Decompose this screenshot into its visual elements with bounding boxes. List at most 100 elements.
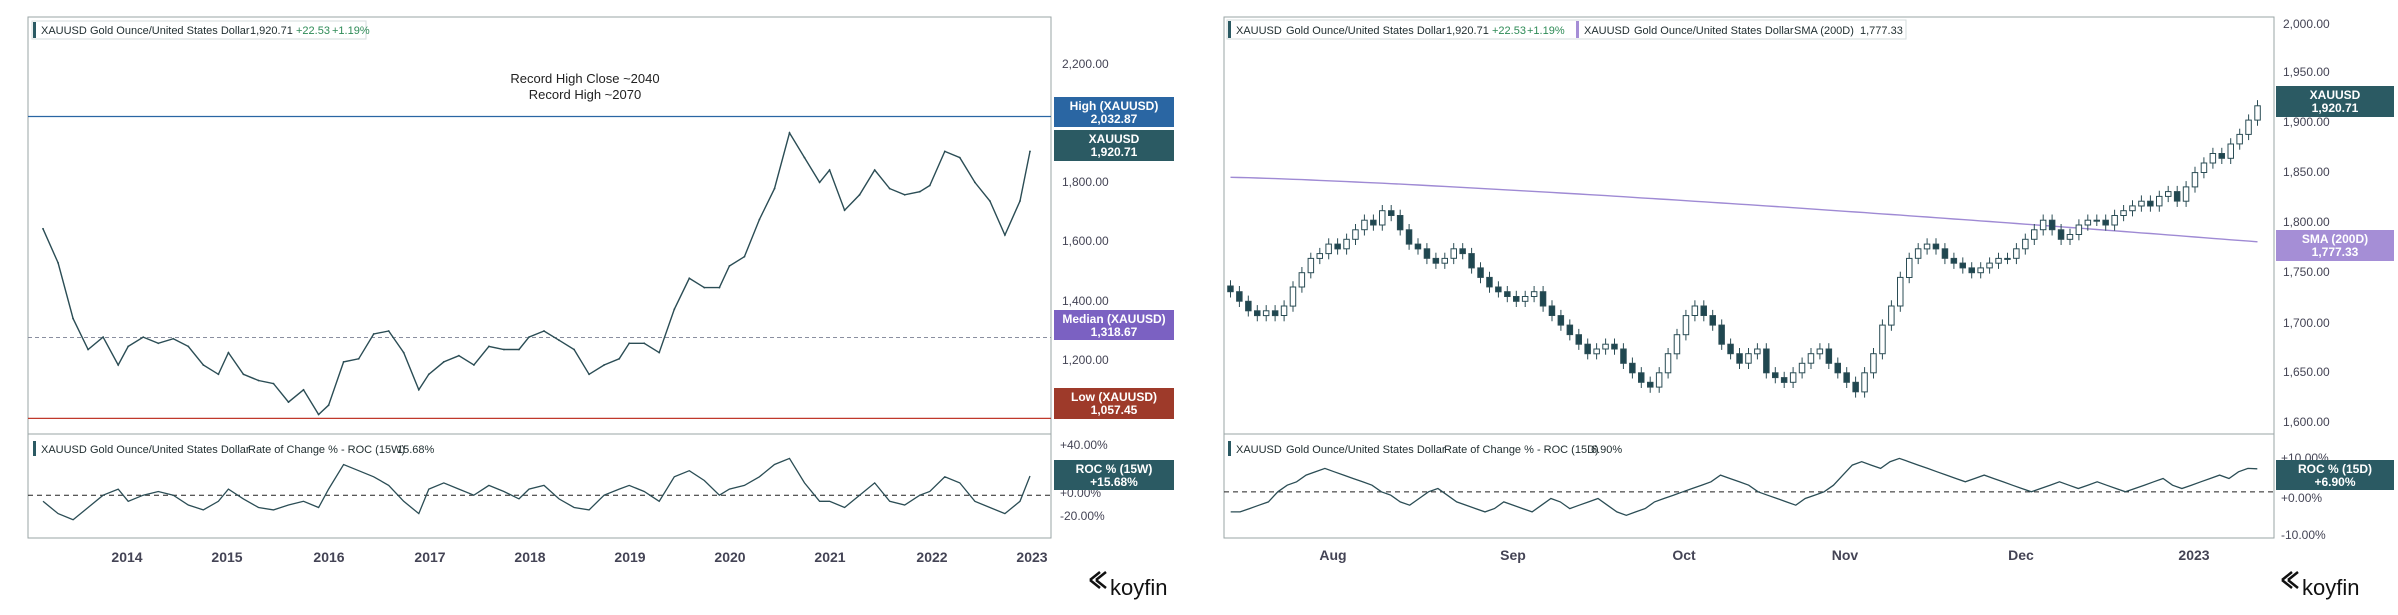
candle [2245, 119, 2252, 135]
right-legend-name: Gold Ounce/United States Dollar [1286, 25, 1446, 37]
candle [2120, 210, 2127, 216]
right-legend-symbol: XAUUSD [1236, 25, 1282, 37]
candle [1361, 219, 1368, 231]
candle [2057, 229, 2065, 240]
left-y-axis: 2,200.00 1,800.00 1,600.00 1,400.00 1,20… [1062, 57, 1109, 367]
right-xtick: Sep [1500, 547, 1526, 563]
sma-legend-value: 1,777.33 [1860, 25, 1903, 37]
candle [2227, 143, 2234, 159]
left-ytick: 1,800.00 [1062, 175, 1109, 189]
median-tag: Median (XAUUSD) 1,318.67 [1054, 310, 1174, 340]
price-point [888, 187, 891, 190]
high-tag: High (XAUUSD) 2,032.87 [1054, 97, 1174, 127]
left-roc-legend-marker [33, 441, 36, 456]
left-legend-box [31, 20, 367, 40]
left-ytick: 1,200.00 [1062, 353, 1109, 367]
price-point [958, 156, 961, 159]
price-point [503, 348, 505, 351]
left-roc-legend-box [32, 440, 437, 457]
left-roc-legend-indicator: Rate of Change % - ROC (15W) [248, 444, 405, 456]
candle [1584, 343, 1591, 355]
price-point [473, 364, 475, 366]
candle [1405, 229, 1413, 245]
right-ytick: 1,750.00 [2283, 265, 2330, 279]
candle [2084, 219, 2092, 226]
candle [2254, 105, 2261, 121]
candle [2156, 195, 2163, 207]
candle [1370, 219, 1377, 226]
left-xtick: 2023 [1016, 549, 1047, 565]
candle [1539, 291, 1547, 307]
price-point [658, 351, 661, 354]
left-roc-tick: -20.00% [1060, 509, 1105, 523]
candle [1227, 285, 1234, 293]
price-point [157, 342, 160, 345]
price-point [202, 364, 205, 366]
price-point [442, 361, 445, 363]
low-tag-label: Low (XAUUSD) [1071, 390, 1157, 404]
candle [2004, 257, 2011, 260]
candle [1271, 310, 1279, 317]
low-tag-value: 1,057.45 [1091, 403, 1138, 417]
left-last-tag-label: XAUUSD [1089, 132, 1140, 146]
left-xtick: 2016 [313, 549, 344, 565]
price-point [643, 342, 646, 345]
candle [1772, 372, 1779, 379]
left-price-legend: XAUUSD Gold Ounce/United States Dollar 1… [31, 20, 370, 40]
right-last-tag: XAUUSD 1,920.71 [2276, 86, 2394, 117]
candle [1521, 296, 1529, 302]
right-xtick: Dec [2008, 547, 2034, 563]
candle [1914, 248, 1922, 259]
price-point [828, 169, 831, 171]
candle [2093, 219, 2100, 222]
left-xtick: 2022 [916, 549, 947, 565]
right-roc-tag: ROC % (15D) +6.90% [2276, 460, 2394, 490]
price-point [417, 388, 420, 391]
right-last-tag-box [2276, 86, 2394, 117]
price-point [42, 227, 44, 230]
candle [1870, 353, 1877, 374]
price-point [72, 317, 74, 320]
candle [1932, 243, 1940, 250]
candle [1655, 372, 1663, 388]
price-point [272, 382, 275, 385]
candle [1763, 348, 1770, 374]
candle [1638, 372, 1645, 383]
left-roc-line [42, 457, 1031, 521]
candle [1459, 248, 1466, 255]
left-xtick: 2019 [614, 549, 645, 565]
left-x-axis: 2014 2015 2016 2017 2018 2019 2020 2021 … [111, 549, 1047, 565]
candle [1254, 310, 1261, 317]
price-point [57, 262, 59, 264]
left-legend-marker [33, 22, 36, 38]
candle [2129, 205, 2136, 212]
candle [1379, 210, 1386, 226]
price-point [342, 361, 345, 363]
price-point [1004, 234, 1006, 236]
left-xtick: 2015 [211, 549, 242, 565]
right-xtick: Aug [1319, 547, 1346, 563]
candle [1575, 334, 1582, 345]
candle [1307, 257, 1315, 274]
candle [1423, 248, 1431, 259]
median-tag-label: Median (XAUUSD) [1062, 312, 1165, 326]
candle [1700, 305, 1707, 316]
candle [1557, 315, 1565, 326]
candle [1352, 229, 1359, 240]
price-point [257, 379, 260, 382]
left-ytick: 2,200.00 [1062, 57, 1109, 71]
price-point [458, 354, 460, 357]
candle [2075, 224, 2083, 235]
candle [2218, 153, 2225, 159]
candle [1593, 348, 1600, 355]
price-point [974, 181, 976, 184]
candle [1950, 257, 1958, 264]
candle [2102, 219, 2109, 226]
right-chart-panel: XAUUSD Gold Ounce/United States Dollar 1… [1223, 16, 2394, 600]
price-point [943, 150, 946, 153]
right-roc-legend-name: Gold Ounce/United States Dollar [1286, 444, 1446, 456]
left-roc-tick: +40.00% [1060, 438, 1108, 452]
price-point [402, 351, 405, 354]
left-price-series [42, 131, 1031, 416]
left-koyfin-logo: koyfin [1089, 571, 1167, 600]
